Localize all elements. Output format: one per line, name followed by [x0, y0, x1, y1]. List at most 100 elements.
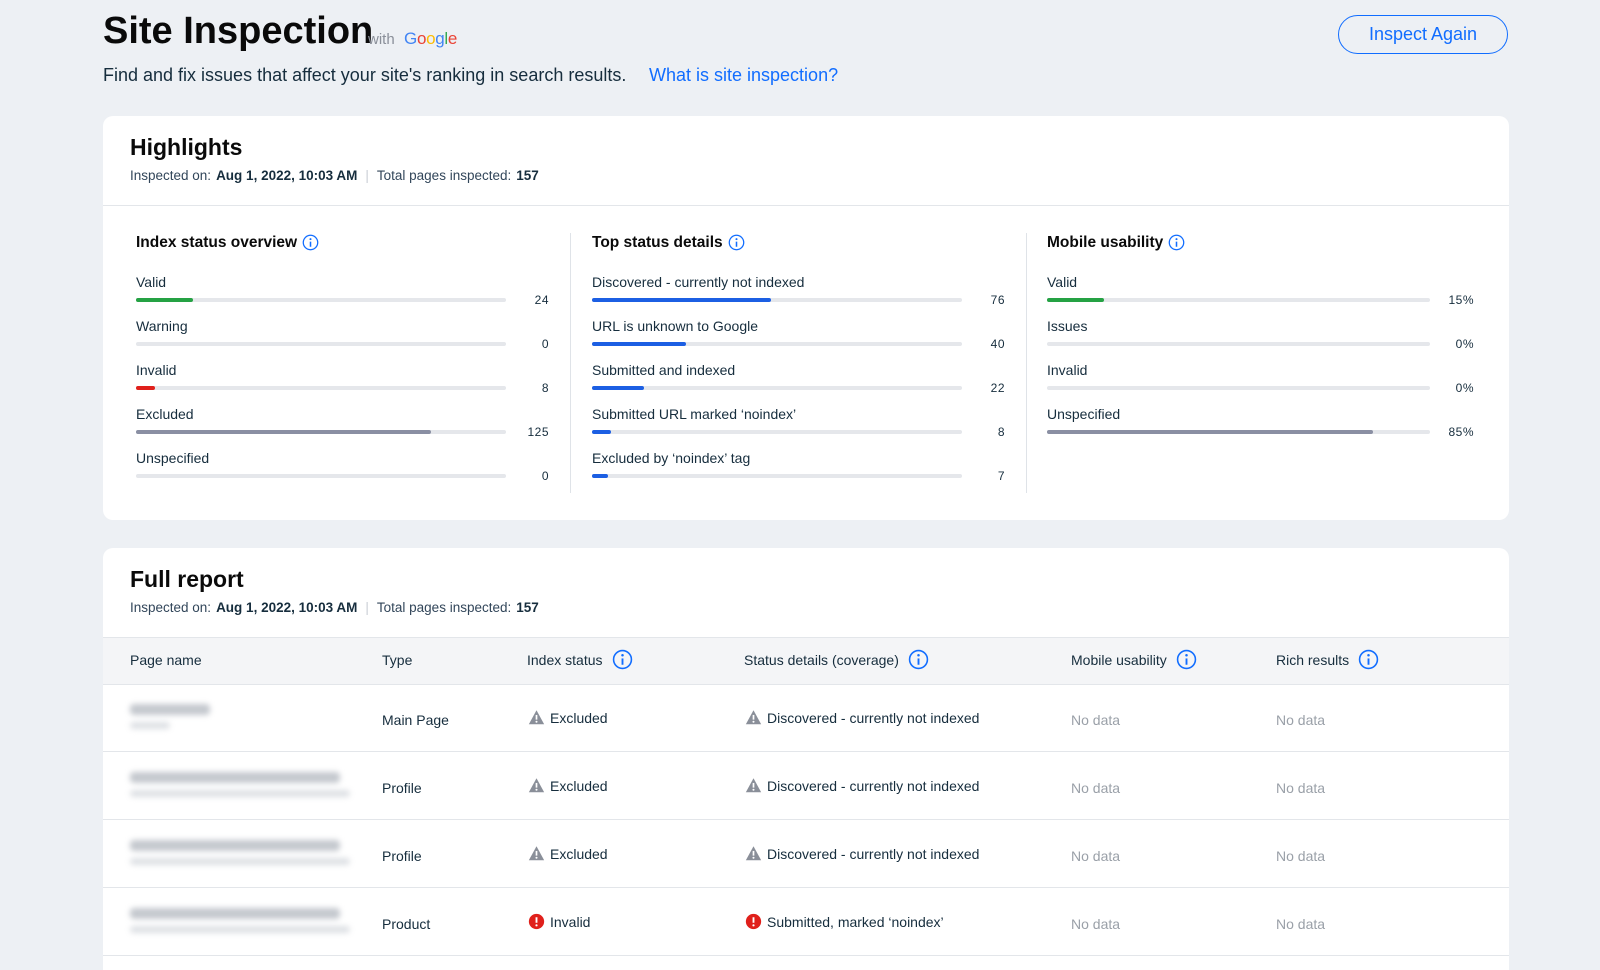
bar-track	[592, 298, 962, 302]
section-title: Top status details	[592, 234, 723, 251]
index-status: Excluded	[550, 846, 608, 862]
item-label: Valid	[136, 274, 167, 290]
column-header: Status details (coverage)	[744, 652, 899, 668]
bar-track	[1047, 386, 1430, 390]
meta-separator: |	[365, 600, 369, 615]
index-status: Excluded	[550, 778, 608, 794]
blurred-page-name	[130, 840, 340, 851]
item-label: Issues	[1047, 318, 1088, 334]
full-report-card: Full report Inspected on: Aug 1, 2022, 10:…	[103, 548, 1509, 970]
item-value: 15%	[1448, 293, 1474, 307]
page-title: Site Inspection	[103, 10, 374, 52]
item-label: Valid	[1047, 274, 1078, 290]
bar-track	[136, 298, 506, 302]
status-details: Submitted, marked ‘noindex’	[767, 914, 944, 930]
warning-icon	[528, 710, 545, 725]
item-label: Excluded by ‘noindex’ tag	[592, 450, 751, 466]
column-header: Index status	[527, 652, 603, 668]
subtitle: Find and fix issues that affect your sit…	[103, 65, 627, 85]
rich-results: No data	[1276, 848, 1326, 864]
blurred-page-url	[130, 926, 350, 933]
item-value: 0	[541, 469, 549, 483]
item-value: 8	[541, 381, 549, 395]
column-header: Page name	[130, 652, 202, 668]
total-value: 157	[516, 168, 539, 183]
bar-track	[1047, 298, 1430, 302]
inspected-label: Inspected on:	[130, 600, 212, 615]
item-label: Submitted URL marked ‘noindex’	[592, 406, 797, 422]
info-icon	[908, 649, 929, 670]
bar-track	[592, 474, 962, 478]
bar	[592, 474, 609, 478]
row-divider	[103, 887, 1509, 888]
card-title: Full report	[130, 566, 244, 592]
row-divider	[103, 819, 1509, 820]
info-icon	[302, 234, 319, 251]
help-link[interactable]: What is site inspection?	[649, 65, 839, 85]
warning-icon	[745, 846, 762, 861]
blurred-page-url	[130, 790, 350, 797]
error-icon	[528, 913, 545, 930]
info-icon	[1358, 649, 1379, 670]
bar	[1047, 430, 1373, 434]
column-header: Mobile usability	[1071, 652, 1167, 668]
bar-track	[592, 386, 962, 390]
info-icon	[612, 649, 633, 670]
status-details: Discovered - currently not indexed	[767, 846, 980, 862]
item-label: Invalid	[1047, 362, 1088, 378]
info-icon	[1176, 649, 1197, 670]
item-value: 85%	[1448, 425, 1474, 439]
status-details: Discovered - currently not indexed	[767, 710, 980, 726]
item-label: Invalid	[136, 362, 177, 378]
info-icon	[1168, 234, 1185, 251]
item-label: Excluded	[136, 406, 194, 422]
with-text: with	[368, 31, 395, 48]
warning-icon	[745, 778, 762, 793]
inspected-value: Aug 1, 2022, 10:03 AM	[216, 168, 358, 183]
bar	[136, 430, 431, 434]
item-label: Unspecified	[136, 450, 210, 466]
column-header: Rich results	[1276, 652, 1350, 668]
blurred-page-url	[130, 858, 350, 865]
column-separator	[1026, 233, 1027, 493]
item-label: URL is unknown to Google	[592, 318, 759, 334]
google-brand: Google	[404, 29, 458, 48]
column-header: Type	[382, 652, 413, 668]
total-value: 157	[516, 600, 539, 615]
info-icon	[728, 234, 745, 251]
inspected-value: Aug 1, 2022, 10:03 AM	[216, 600, 358, 615]
row-divider	[103, 955, 1509, 956]
row-divider	[103, 751, 1509, 752]
mobile-usability: No data	[1071, 780, 1121, 796]
item-value: 22	[990, 381, 1005, 395]
item-value: 0	[541, 337, 549, 351]
warning-icon	[745, 710, 762, 725]
inspection-meta: Inspected on: Aug 1, 2022, 10:03 AM | Total…	[130, 168, 539, 183]
bar	[136, 386, 155, 390]
item-label: Unspecified	[1047, 406, 1121, 422]
page-type: Product	[382, 916, 431, 932]
bar-track	[592, 430, 962, 434]
total-label: Total pages inspected:	[376, 600, 512, 615]
highlights-card: Highlights Inspected on: Aug 1, 2022, 10:0…	[103, 116, 1509, 520]
column-separator	[570, 233, 571, 493]
item-value: 24	[534, 293, 549, 307]
bar	[592, 298, 772, 302]
bar	[592, 430, 611, 434]
item-label: Submitted and indexed	[592, 362, 736, 378]
item-value: 7	[997, 469, 1005, 483]
inspected-label: Inspected on:	[130, 168, 212, 183]
blurred-page-name	[130, 908, 340, 919]
bar	[592, 386, 644, 390]
index-status: Excluded	[550, 710, 608, 726]
bar-track	[136, 342, 506, 346]
blurred-page-url	[130, 722, 170, 729]
divider	[103, 205, 1509, 206]
mobile-usability: No data	[1071, 848, 1121, 864]
item-value: 0%	[1455, 337, 1474, 351]
page-type: Profile	[382, 780, 422, 796]
inspect-again-button[interactable]: Inspect Again	[1338, 15, 1508, 54]
bar-track	[136, 386, 506, 390]
mobile-usability: No data	[1071, 712, 1121, 728]
